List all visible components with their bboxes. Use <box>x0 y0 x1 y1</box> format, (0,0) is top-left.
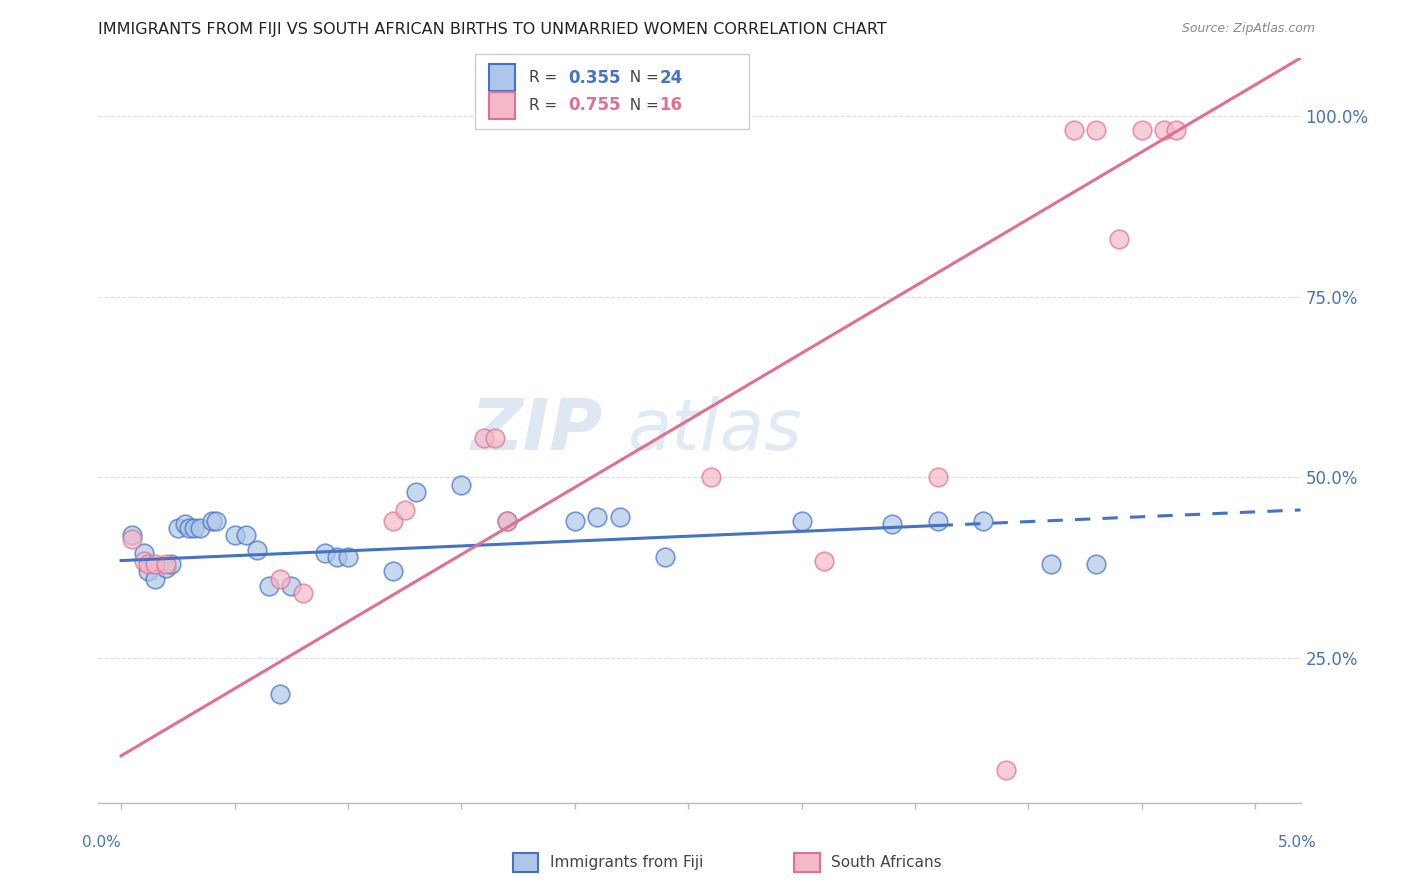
Point <box>201 514 224 528</box>
Text: Source: ZipAtlas.com: Source: ZipAtlas.com <box>1181 22 1315 36</box>
Text: 5.0%: 5.0% <box>1278 836 1317 850</box>
Point <box>1164 123 1187 137</box>
Point <box>173 517 195 532</box>
Point <box>336 549 359 564</box>
Point <box>143 572 166 586</box>
Point <box>882 517 904 532</box>
Point <box>246 542 269 557</box>
Point <box>314 546 336 560</box>
Point <box>405 484 427 499</box>
Text: N =: N = <box>620 98 664 112</box>
Point <box>235 528 257 542</box>
Text: South Africans: South Africans <box>831 855 942 870</box>
Text: 0.0%: 0.0% <box>82 836 121 850</box>
Point <box>121 532 143 546</box>
Point <box>700 470 723 484</box>
Text: N =: N = <box>620 70 664 85</box>
Point <box>179 521 201 535</box>
Point <box>291 586 314 600</box>
Point <box>155 561 177 575</box>
Point <box>1153 123 1175 137</box>
Point <box>257 579 280 593</box>
Point <box>136 565 159 579</box>
Text: 16: 16 <box>659 96 682 114</box>
Point <box>160 557 183 571</box>
Point <box>205 514 228 528</box>
Text: 0.755: 0.755 <box>568 96 620 114</box>
Point <box>450 477 472 491</box>
Point <box>269 572 291 586</box>
Text: R =: R = <box>529 70 562 85</box>
Point <box>813 553 835 567</box>
Point <box>382 565 405 579</box>
Point <box>155 557 177 571</box>
Point <box>136 557 159 571</box>
Text: Immigrants from Fiji: Immigrants from Fiji <box>550 855 703 870</box>
Point <box>654 549 676 564</box>
Point <box>166 521 188 535</box>
Point <box>132 546 155 560</box>
Point <box>609 510 631 524</box>
Point <box>1085 557 1108 571</box>
Point <box>972 514 994 528</box>
Point <box>269 687 291 701</box>
Point <box>121 528 143 542</box>
Point <box>484 431 506 445</box>
Text: IMMIGRANTS FROM FIJI VS SOUTH AFRICAN BIRTHS TO UNMARRIED WOMEN CORRELATION CHAR: IMMIGRANTS FROM FIJI VS SOUTH AFRICAN BI… <box>98 22 887 37</box>
Text: R =: R = <box>529 98 562 112</box>
Point <box>394 503 416 517</box>
Point <box>143 557 166 571</box>
Point <box>183 521 205 535</box>
Text: ZIP: ZIP <box>471 396 603 465</box>
Point <box>1130 123 1153 137</box>
Point <box>495 514 517 528</box>
Point <box>132 553 155 567</box>
Text: 24: 24 <box>659 69 683 87</box>
Point <box>280 579 302 593</box>
Point <box>927 470 949 484</box>
Point <box>790 514 813 528</box>
Point <box>1040 557 1063 571</box>
Point <box>564 514 586 528</box>
Point <box>224 528 246 542</box>
Point <box>190 521 212 535</box>
Point <box>1085 123 1108 137</box>
Point <box>382 514 405 528</box>
Point <box>994 764 1017 778</box>
Text: 0.355: 0.355 <box>568 69 620 87</box>
Text: atlas: atlas <box>627 396 801 465</box>
Point <box>472 431 495 445</box>
Point <box>586 510 609 524</box>
Point <box>495 514 517 528</box>
Point <box>325 549 347 564</box>
Point <box>1063 123 1085 137</box>
Point <box>1108 232 1130 246</box>
Point <box>927 514 949 528</box>
